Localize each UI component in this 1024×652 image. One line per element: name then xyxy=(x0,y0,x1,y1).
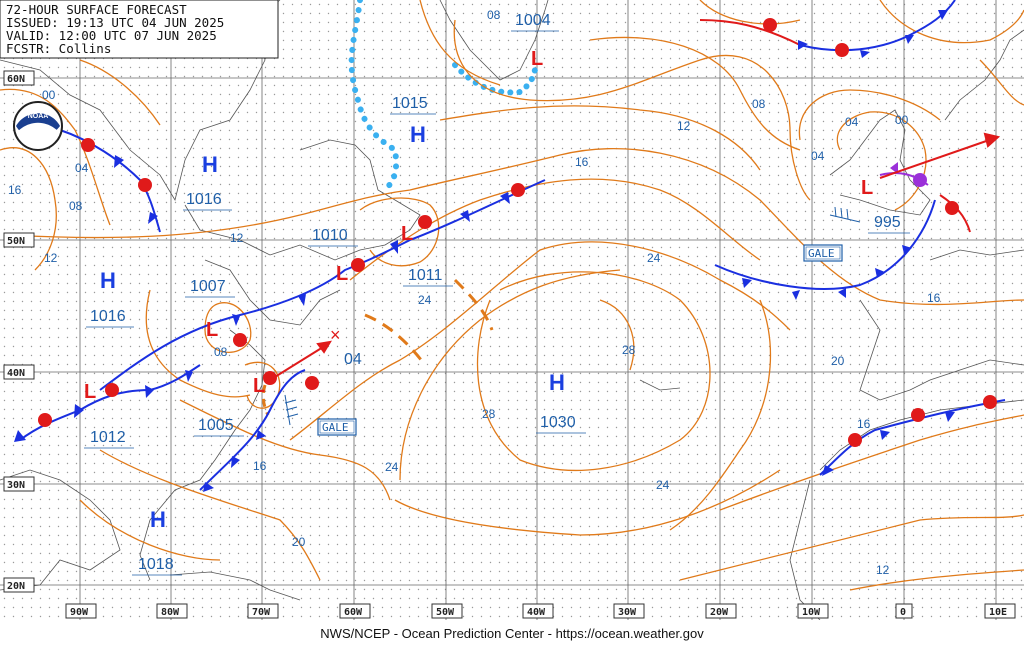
storm-tracks xyxy=(269,132,1001,381)
noaa-logo-text: NOAA xyxy=(28,113,49,120)
isobar-label: 24 xyxy=(656,478,670,492)
lon-label: 0 xyxy=(900,607,906,618)
isobar-labels: 00 04 08 12 08 12 16 24 28 28 24 24 20 1… xyxy=(8,8,941,577)
low-symbols: L L L L L L L × xyxy=(84,48,873,403)
isobar-label: 12 xyxy=(230,231,244,245)
isobar-label: 16 xyxy=(927,291,941,305)
isobar-label: 00 xyxy=(895,113,909,127)
low-symbol: L xyxy=(206,319,218,341)
latitude-labels: 60N 50N 40N 30N 20N xyxy=(3,70,35,593)
cold-front xyxy=(199,369,306,491)
cold-front xyxy=(99,179,546,391)
low-symbol: L xyxy=(401,223,413,245)
wind-barbs xyxy=(284,206,861,426)
isobar-label: 24 xyxy=(385,460,399,474)
header-valid: VALID: 12:00 UTC 07 JUN 2025 xyxy=(6,28,217,43)
low-pressure: 1005 xyxy=(198,417,234,434)
isobar-label: 04 xyxy=(75,161,89,175)
lon-label: 40W xyxy=(527,607,546,618)
high-pressure: 1016 xyxy=(90,308,126,325)
isobars xyxy=(0,0,1024,591)
isobar-label: 08 xyxy=(487,8,501,22)
graticule xyxy=(0,0,1024,620)
lon-label: 10W xyxy=(802,607,821,618)
low-pressure: 1007 xyxy=(190,278,226,295)
ice-edge xyxy=(348,0,538,193)
isobar-label: 20 xyxy=(292,535,306,549)
low-pressure: 1011 xyxy=(408,267,443,284)
isobar-label: 16 xyxy=(253,459,267,473)
high-symbol: H xyxy=(150,507,166,532)
lon-label: 20W xyxy=(710,607,729,618)
low-pressure: 04 xyxy=(344,351,362,368)
cold-front xyxy=(714,199,936,290)
low-future-position: × xyxy=(330,325,341,345)
header-title: 72-HOUR SURFACE FORECAST xyxy=(6,2,187,17)
lon-label: 70W xyxy=(252,607,271,618)
lat-label: 40N xyxy=(7,368,25,379)
low-symbol: L xyxy=(253,375,265,397)
isobar-label: 16 xyxy=(8,183,22,197)
header-issued: ISSUED: 19:13 UTC 04 JUN 2025 xyxy=(6,15,224,30)
gale-warning: GALE xyxy=(322,421,349,434)
warm-front xyxy=(939,194,971,233)
warm-front xyxy=(699,19,801,46)
lon-label: 30W xyxy=(618,607,637,618)
lon-label: 60W xyxy=(344,607,363,618)
low-symbol: L xyxy=(861,177,873,199)
lon-label: 50W xyxy=(436,607,455,618)
isobar-label: 04 xyxy=(845,115,859,129)
isobar-label: 04 xyxy=(811,149,825,163)
low-pressures: 1004 1010 1011 1007 1005 1012 995 04 xyxy=(84,12,910,449)
isobar-label: 20 xyxy=(831,354,845,368)
fronts xyxy=(14,0,1006,492)
high-symbol: H xyxy=(100,268,116,293)
warnings: GALE GALE xyxy=(317,244,843,436)
isobar-label: 12 xyxy=(44,251,58,265)
isobar-label: 00 xyxy=(42,88,56,102)
isobar-label: 12 xyxy=(677,119,691,133)
gale-warning: GALE xyxy=(808,247,835,260)
lat-label: 50N xyxy=(7,236,25,247)
low-pressure: 1010 xyxy=(312,227,348,244)
high-pressure: 1030 xyxy=(540,414,576,431)
lon-label: 80W xyxy=(161,607,180,618)
isobar-label: 16 xyxy=(857,417,871,431)
isobar-label: 08 xyxy=(214,345,228,359)
header-forecaster: FCSTR: Collins xyxy=(6,41,111,56)
low-symbol: L xyxy=(336,263,348,285)
lat-label: 20N xyxy=(7,581,25,592)
low-pressure: 1004 xyxy=(515,12,551,29)
low-pressure: 995 xyxy=(874,214,901,231)
low-symbol: L xyxy=(84,381,96,403)
isobar-label: 12 xyxy=(876,563,890,577)
isobar-label: 08 xyxy=(752,97,766,111)
isobar-label: 24 xyxy=(418,293,432,307)
lon-label: 10E xyxy=(989,607,1007,618)
longitude-labels: 90W 80W 70W 60W 50W 40W 30W 20W 10W 0 10… xyxy=(65,603,1016,619)
header-box: 72-HOUR SURFACE FORECAST ISSUED: 19:13 U… xyxy=(0,0,279,59)
footer-credit: NWS/NCEP - Ocean Prediction Center - htt… xyxy=(320,626,704,641)
isobar-label: 08 xyxy=(69,199,83,213)
cold-front xyxy=(819,399,1006,476)
high-symbol: H xyxy=(549,370,565,395)
low-pressure: 1012 xyxy=(90,429,126,446)
noaa-logo: NOAA xyxy=(13,101,63,151)
isobar-label: 28 xyxy=(622,343,636,357)
lat-label: 30N xyxy=(7,480,25,491)
isobar-label: 16 xyxy=(575,155,589,169)
high-symbol: H xyxy=(202,152,218,177)
high-pressure: 1016 xyxy=(186,191,222,208)
low-symbol: L xyxy=(531,48,543,70)
high-pressure: 1015 xyxy=(392,95,428,112)
high-symbol: H xyxy=(410,122,426,147)
high-pressure: 1018 xyxy=(138,556,174,573)
isobar-label: 24 xyxy=(647,251,661,265)
coastlines xyxy=(0,0,1024,621)
lat-label: 60N xyxy=(7,74,25,85)
high-centers: H 1015 H 1016 H 1016 H 1030 H 1018 xyxy=(86,95,586,576)
lon-label: 90W xyxy=(70,607,89,618)
isobar-label: 28 xyxy=(482,407,496,421)
